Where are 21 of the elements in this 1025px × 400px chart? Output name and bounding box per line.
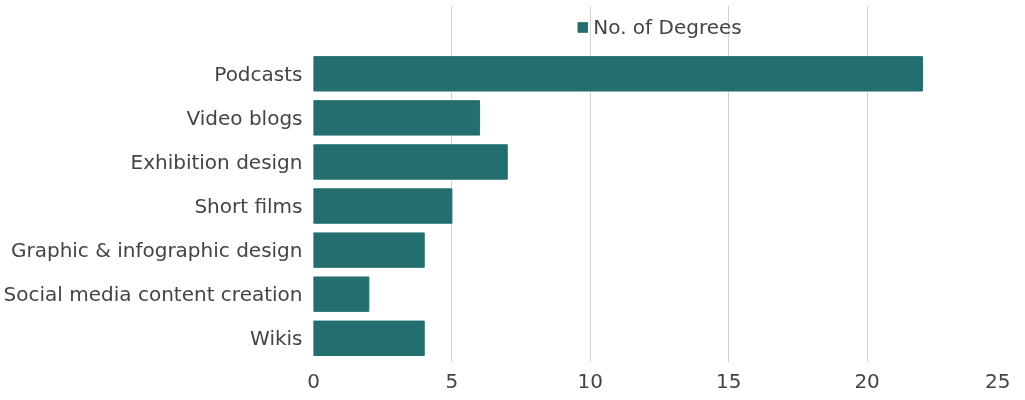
- x-tick-label: 15: [715, 368, 742, 393]
- x-tick-label: 25: [985, 368, 1011, 393]
- bar: [313, 144, 508, 180]
- x-tick-label: 10: [577, 368, 604, 393]
- bar: [313, 320, 425, 356]
- y-tick-label: Graphic & infographic design: [10, 238, 303, 263]
- y-tick-label: Exhibition design: [130, 149, 303, 174]
- y-tick-label: Wikis: [250, 326, 303, 351]
- legend-label: No. of Degrees: [593, 15, 742, 39]
- y-tick-label: Podcasts: [214, 61, 303, 86]
- bar: [313, 232, 425, 268]
- y-tick-label: Video blogs: [186, 105, 303, 130]
- bar: [313, 56, 923, 92]
- x-tick-label: 5: [445, 368, 459, 393]
- x-tick-label: 20: [854, 368, 880, 393]
- y-tick-label: Social media content creation: [3, 282, 303, 307]
- x-tick-label: 0: [307, 368, 320, 393]
- bar: [313, 276, 370, 312]
- y-tick-label: Short films: [194, 194, 303, 219]
- bar: [313, 100, 481, 136]
- bar: [313, 188, 453, 224]
